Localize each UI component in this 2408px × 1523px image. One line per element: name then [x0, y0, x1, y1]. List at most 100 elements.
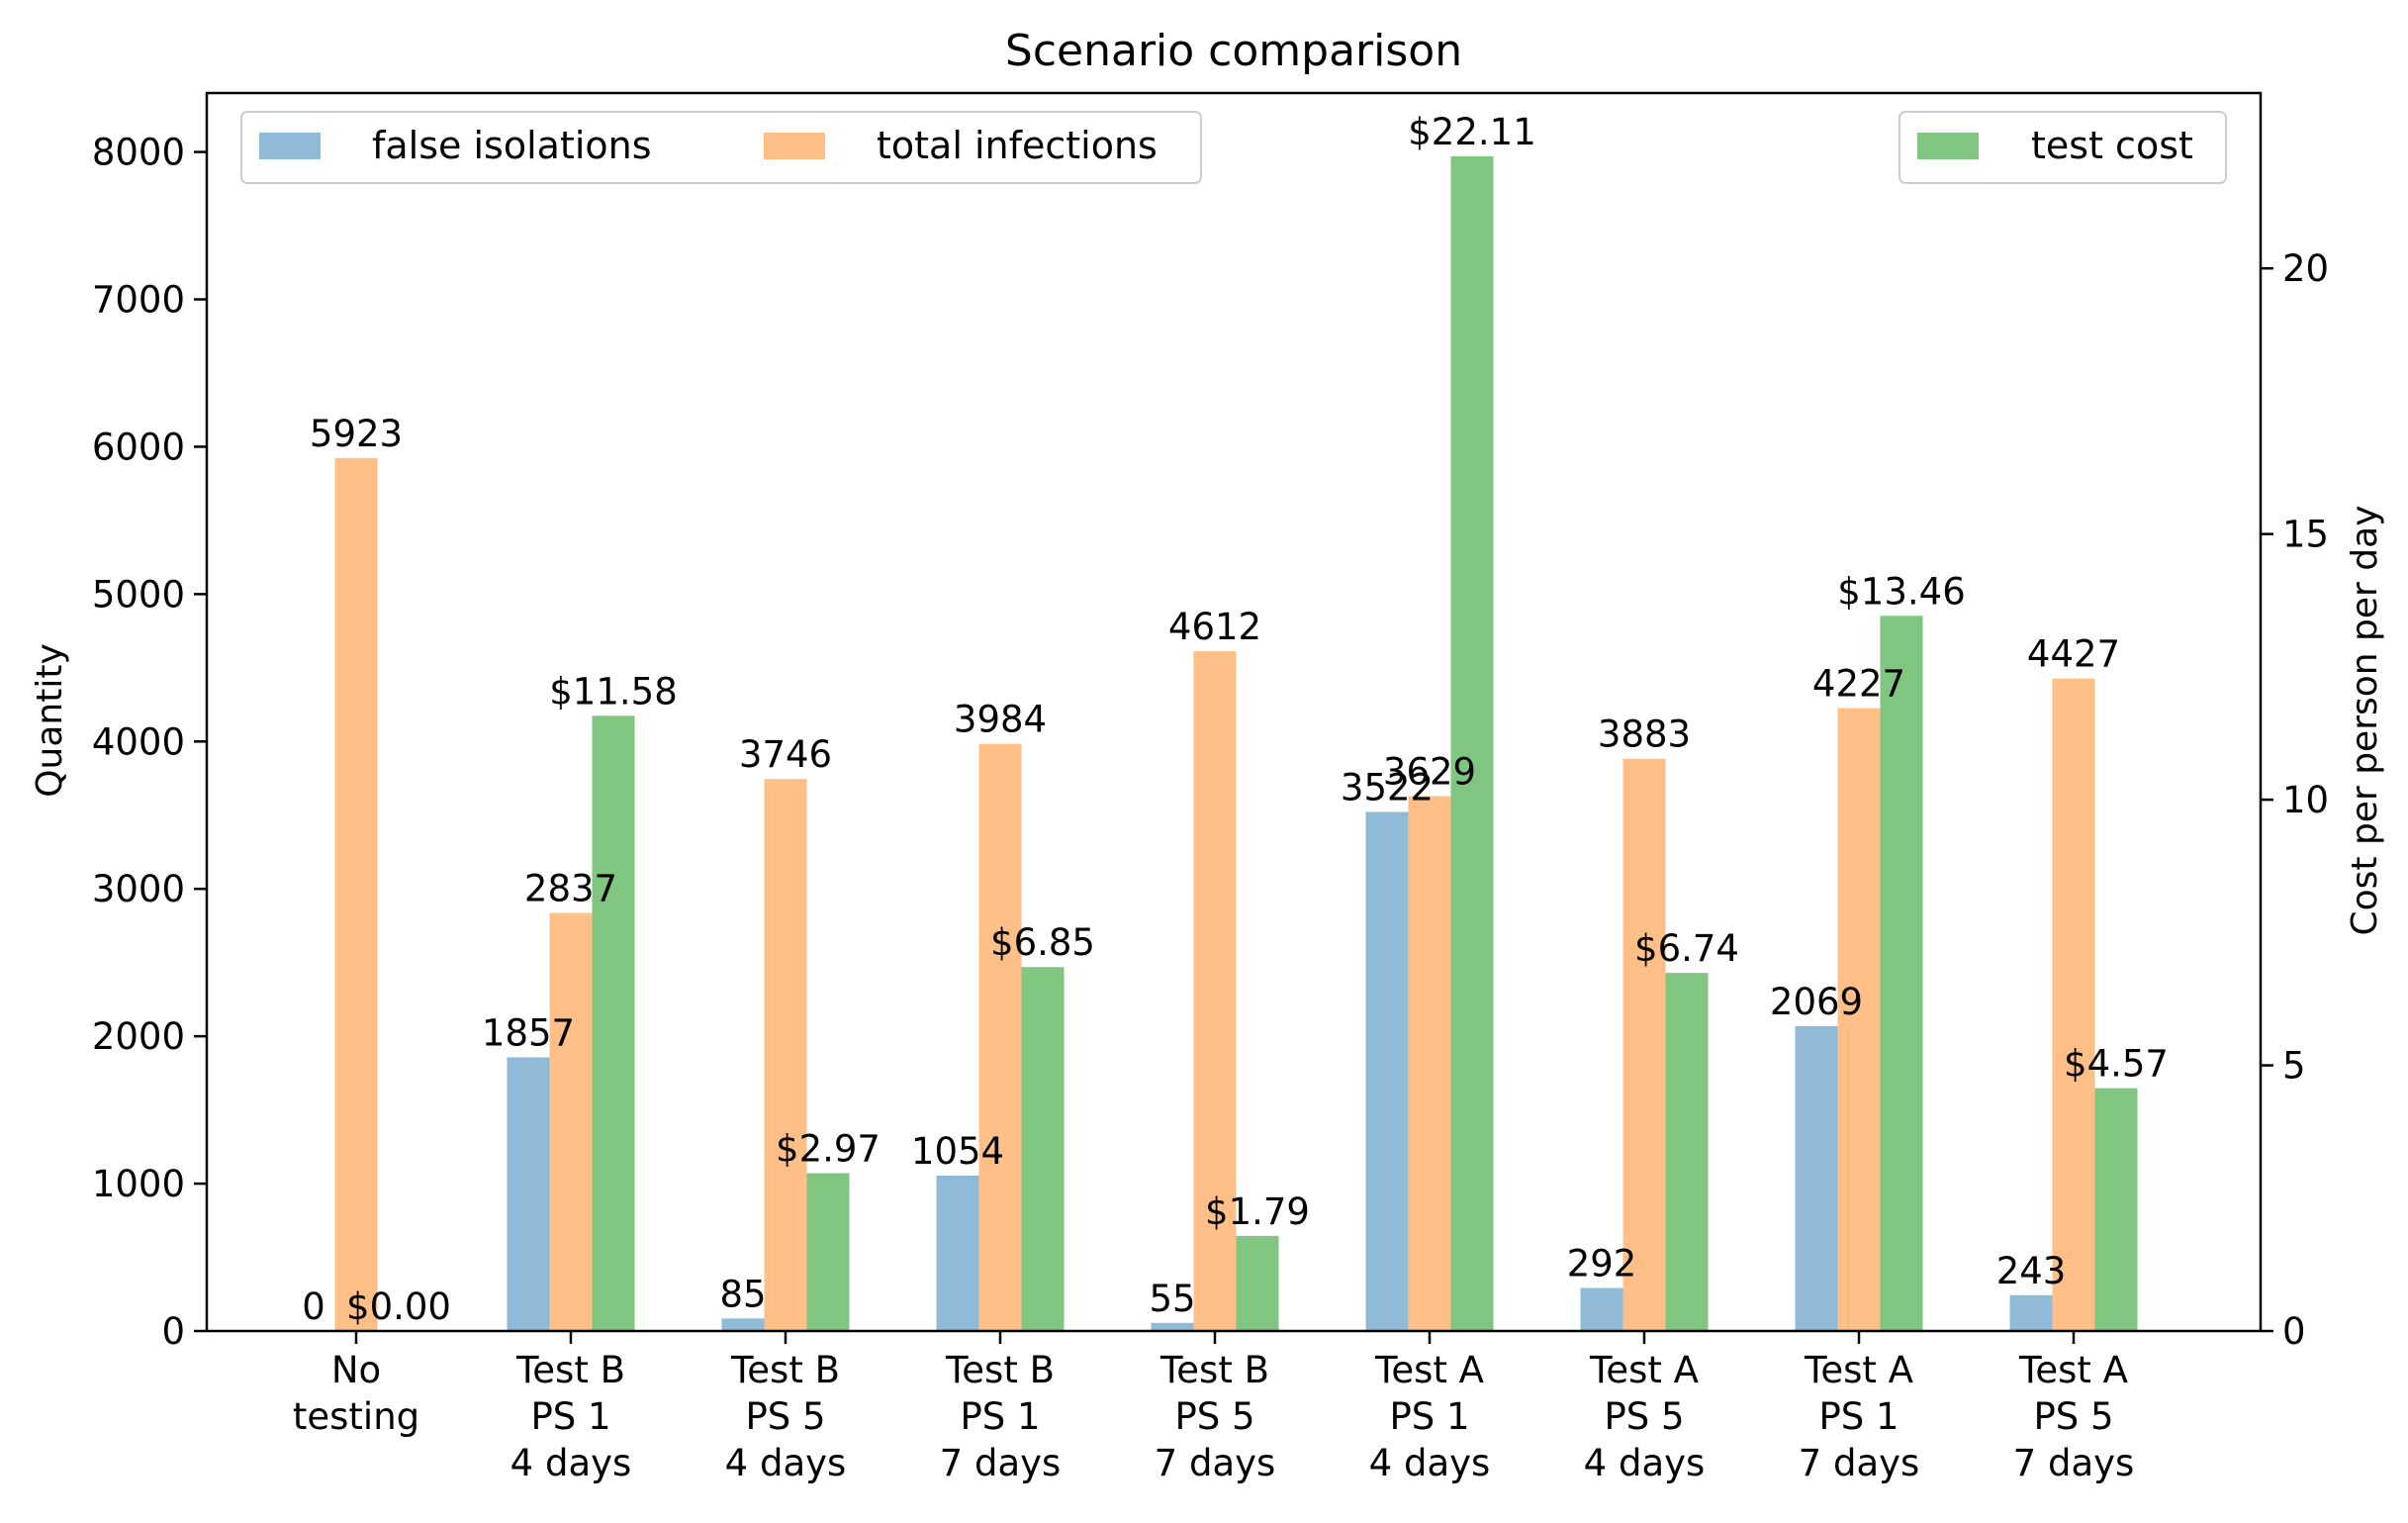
x-tick-label-line: 4 days: [1584, 1442, 1706, 1484]
bar-total-infections-1: [549, 912, 593, 1331]
bar-false-isolations-2: [721, 1318, 765, 1331]
bar-false-isolations-8: [2009, 1294, 2053, 1331]
value-label: 2069: [1770, 981, 1863, 1023]
x-tick-label-line: PS 1: [1389, 1395, 1469, 1438]
value-label: 55: [1149, 1278, 1195, 1320]
x-tick-label-line: PS 5: [1174, 1395, 1254, 1438]
y-left-tick-label: 0: [161, 1310, 185, 1353]
legend-swatch: [1917, 133, 1979, 159]
value-label: 3522: [1341, 767, 1434, 809]
x-tick-label-line: PS 5: [745, 1395, 825, 1438]
value-label: 4227: [1812, 663, 1905, 706]
x-tick-label-line: Test A: [1589, 1349, 1699, 1391]
value-label: $22.11: [1408, 111, 1535, 153]
value-label: 1857: [482, 1011, 575, 1054]
x-tick-label-line: Test A: [2018, 1349, 2128, 1391]
value-label: 1054: [911, 1130, 1004, 1173]
y-left-tick-label: 2000: [92, 1015, 185, 1058]
y-right-tick-label: 20: [2282, 247, 2329, 290]
legend-swatch: [259, 133, 321, 159]
bar-total-infections-7: [1837, 708, 1881, 1331]
bar-total-infections-5: [1408, 796, 1451, 1331]
x-tick-label-line: Test A: [1804, 1349, 1913, 1391]
bar-total-infections-4: [1193, 651, 1237, 1331]
legend-right-box: [1899, 111, 2227, 184]
value-label: 2837: [524, 868, 617, 910]
value-label: $4.57: [2064, 1043, 2169, 1086]
bar-false-isolations-4: [1151, 1322, 1194, 1331]
value-label: 3746: [739, 733, 832, 776]
value-label: 3984: [954, 699, 1047, 741]
value-label: $2.97: [776, 1128, 880, 1171]
bar-test-cost-7: [1880, 616, 1923, 1331]
value-label: 3883: [1598, 714, 1691, 756]
bar-test-cost-5: [1450, 155, 1494, 1331]
x-tick-label-line: 4 days: [510, 1442, 632, 1484]
y-right-tick-label: 15: [2282, 514, 2329, 556]
value-label: 85: [719, 1273, 766, 1315]
bar-false-isolations-3: [936, 1176, 979, 1331]
x-tick-label-line: 7 days: [2013, 1442, 2135, 1484]
axes-layer: 0 1000 2000 3000 4000 5000 6000 7000 8000 0 5 10 15 2…: [92, 132, 2329, 1484]
y-left-tick-label: 8000: [92, 132, 185, 174]
bars-layer: [334, 155, 2138, 1331]
x-tick-label: No testing: [293, 1349, 419, 1438]
bar-false-isolations-1: [507, 1057, 550, 1331]
y-right-tick-label: 10: [2282, 779, 2329, 821]
legend-label: total infections: [877, 124, 1158, 167]
x-tick-label-line: Test B: [515, 1349, 625, 1391]
x-tick-label-line: 4 days: [1369, 1442, 1491, 1484]
x-tick-label-line: 4 days: [725, 1442, 847, 1484]
bar-total-infections-3: [978, 743, 1022, 1331]
bar-test-cost-4: [1236, 1235, 1279, 1331]
x-tick-label-line: Test B: [730, 1349, 840, 1391]
y-axis-left-label: Quantity: [30, 643, 70, 798]
bar-test-cost-8: [2094, 1088, 2138, 1331]
bar-total-infections-8: [2052, 678, 2095, 1331]
bar-total-infections-2: [764, 779, 807, 1331]
bar-test-cost-1: [592, 715, 635, 1331]
x-tick-label-line: PS 5: [1604, 1395, 1684, 1438]
y-axis-right-label: Cost per person per day: [2345, 505, 2385, 935]
y-left-tick-label: 3000: [92, 868, 185, 910]
x-tick-label-line: PS 1: [530, 1395, 610, 1438]
legend-left: false isolations total infections: [240, 111, 1202, 184]
x-tick-label-line: PS 1: [1818, 1395, 1899, 1438]
value-label: $11.58: [549, 670, 677, 713]
bar-test-cost-6: [1665, 973, 1709, 1331]
legend-left-box: [240, 111, 1202, 184]
value-label: $6.85: [990, 921, 1095, 964]
bar-test-cost-2: [806, 1173, 850, 1331]
value-label: $13.46: [1837, 570, 1965, 613]
legend-swatch: [764, 133, 825, 159]
x-tick-label-line: No: [331, 1349, 381, 1391]
value-label: 0: [302, 1285, 325, 1328]
value-label: 4427: [2027, 633, 2120, 676]
x-tick-label-line: 7 days: [1799, 1442, 1920, 1484]
value-label: 4612: [1168, 606, 1261, 648]
y-left-tick-label: 1000: [92, 1163, 185, 1205]
y-left-tick-label: 4000: [92, 720, 185, 763]
x-tick-label-line: 7 days: [940, 1442, 1062, 1484]
plot-frame: [205, 91, 2263, 1333]
chart-title: Scenario comparison: [1005, 26, 1462, 76]
value-label: 3629: [1383, 751, 1476, 794]
x-tick-label-line: PS 1: [960, 1395, 1040, 1438]
y-left-tick-label: 7000: [92, 279, 185, 322]
x-tick-label-line: Test B: [1159, 1349, 1269, 1391]
value-label: $6.74: [1634, 927, 1739, 970]
value-label: $1.79: [1205, 1190, 1310, 1233]
legend-label: false isolations: [372, 124, 652, 167]
x-tick-label-line: 7 days: [1155, 1442, 1276, 1484]
bar-total-infections-6: [1622, 758, 1666, 1331]
x-tick-label-line: PS 5: [2033, 1395, 2113, 1438]
value-label: $0.00: [346, 1285, 451, 1328]
